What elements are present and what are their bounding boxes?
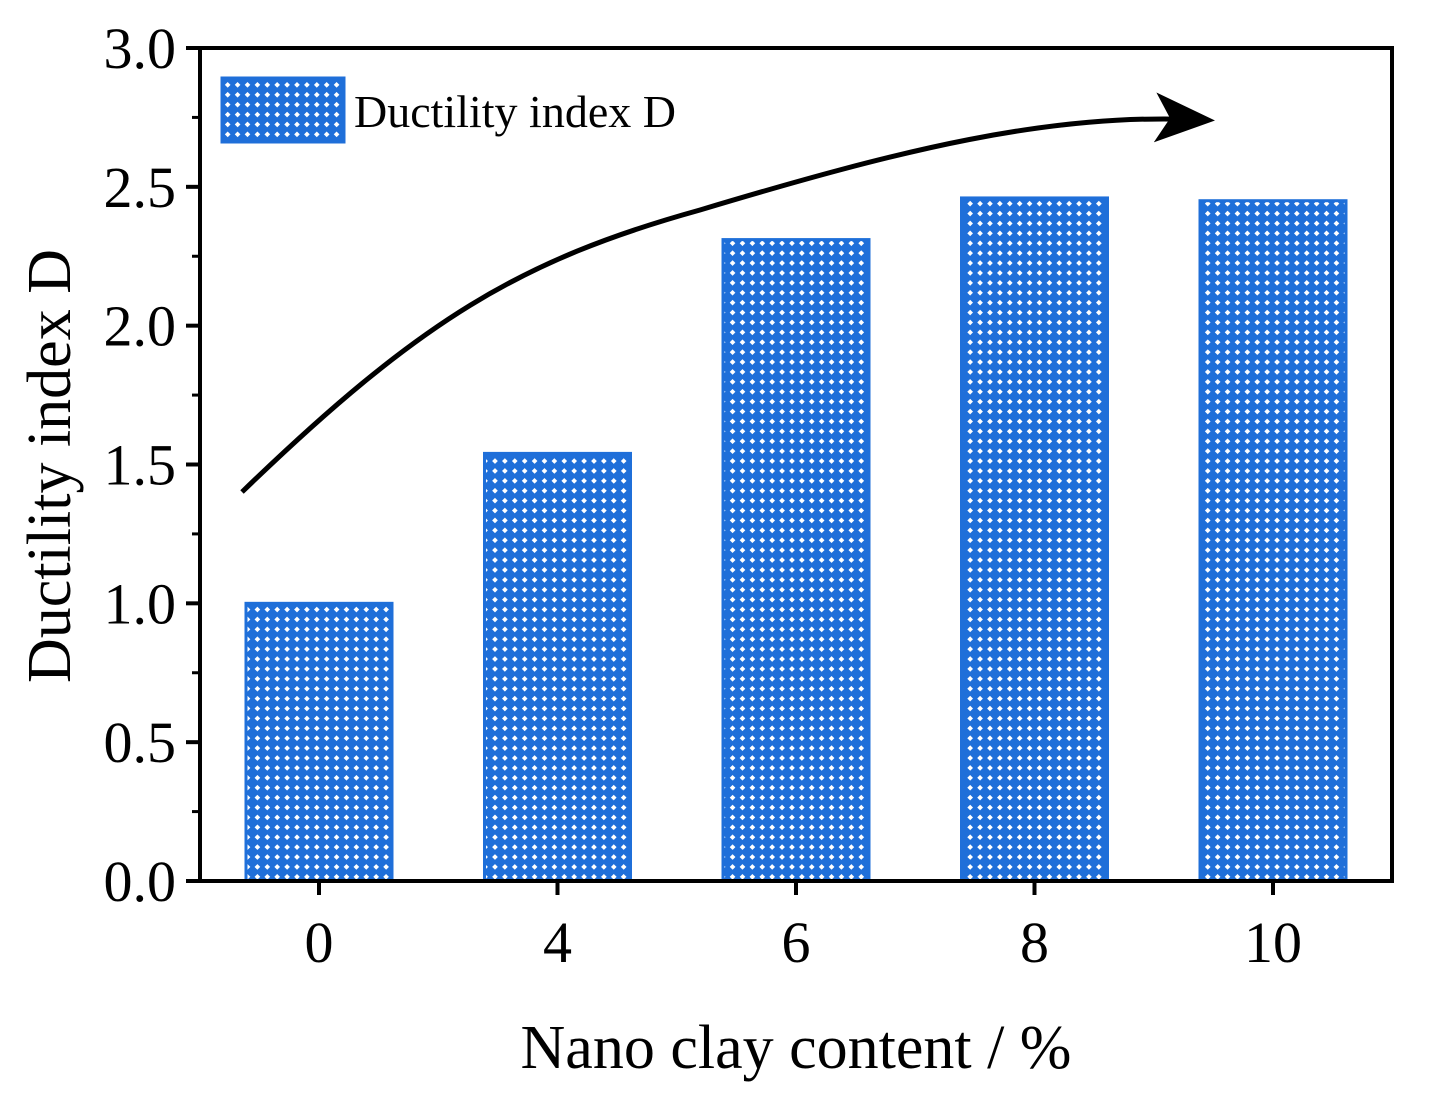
y-tick-label: 2.5 bbox=[104, 155, 177, 220]
x-axis-title: Nano clay content / % bbox=[521, 1014, 1072, 1082]
x-tick-label: 4 bbox=[543, 910, 572, 975]
y-tick-label: 0.0 bbox=[104, 849, 177, 914]
y-tick-label: 3.0 bbox=[104, 16, 177, 81]
x-tick-label: 8 bbox=[1020, 910, 1049, 975]
bar-6 bbox=[721, 238, 871, 883]
y-axis-title: Ductility index D bbox=[16, 249, 84, 683]
x-tick-label: 10 bbox=[1244, 910, 1302, 975]
y-tick-label: 0.5 bbox=[104, 710, 177, 775]
y-tick-label: 1.0 bbox=[104, 571, 177, 636]
x-tick-label: 6 bbox=[782, 910, 811, 975]
x-tick-label: 0 bbox=[305, 910, 334, 975]
legend-label: Ductility index D bbox=[354, 86, 676, 137]
x-axis: 0 4 6 8 10 bbox=[305, 881, 1302, 975]
legend-swatch bbox=[220, 76, 346, 144]
trend-arrow bbox=[240, 92, 1215, 494]
y-tick-label: 1.5 bbox=[104, 433, 177, 498]
y-axis: 0.0 0.5 1.0 1.5 2.0 2.5 3.0 bbox=[104, 16, 200, 914]
bar-8 bbox=[960, 196, 1109, 883]
bar-0 bbox=[244, 601, 394, 883]
y-tick-label: 2.0 bbox=[104, 294, 177, 359]
bars-group bbox=[244, 196, 1348, 883]
legend: Ductility index D bbox=[220, 76, 676, 144]
bar-10 bbox=[1198, 199, 1348, 883]
bar-4 bbox=[483, 451, 632, 883]
